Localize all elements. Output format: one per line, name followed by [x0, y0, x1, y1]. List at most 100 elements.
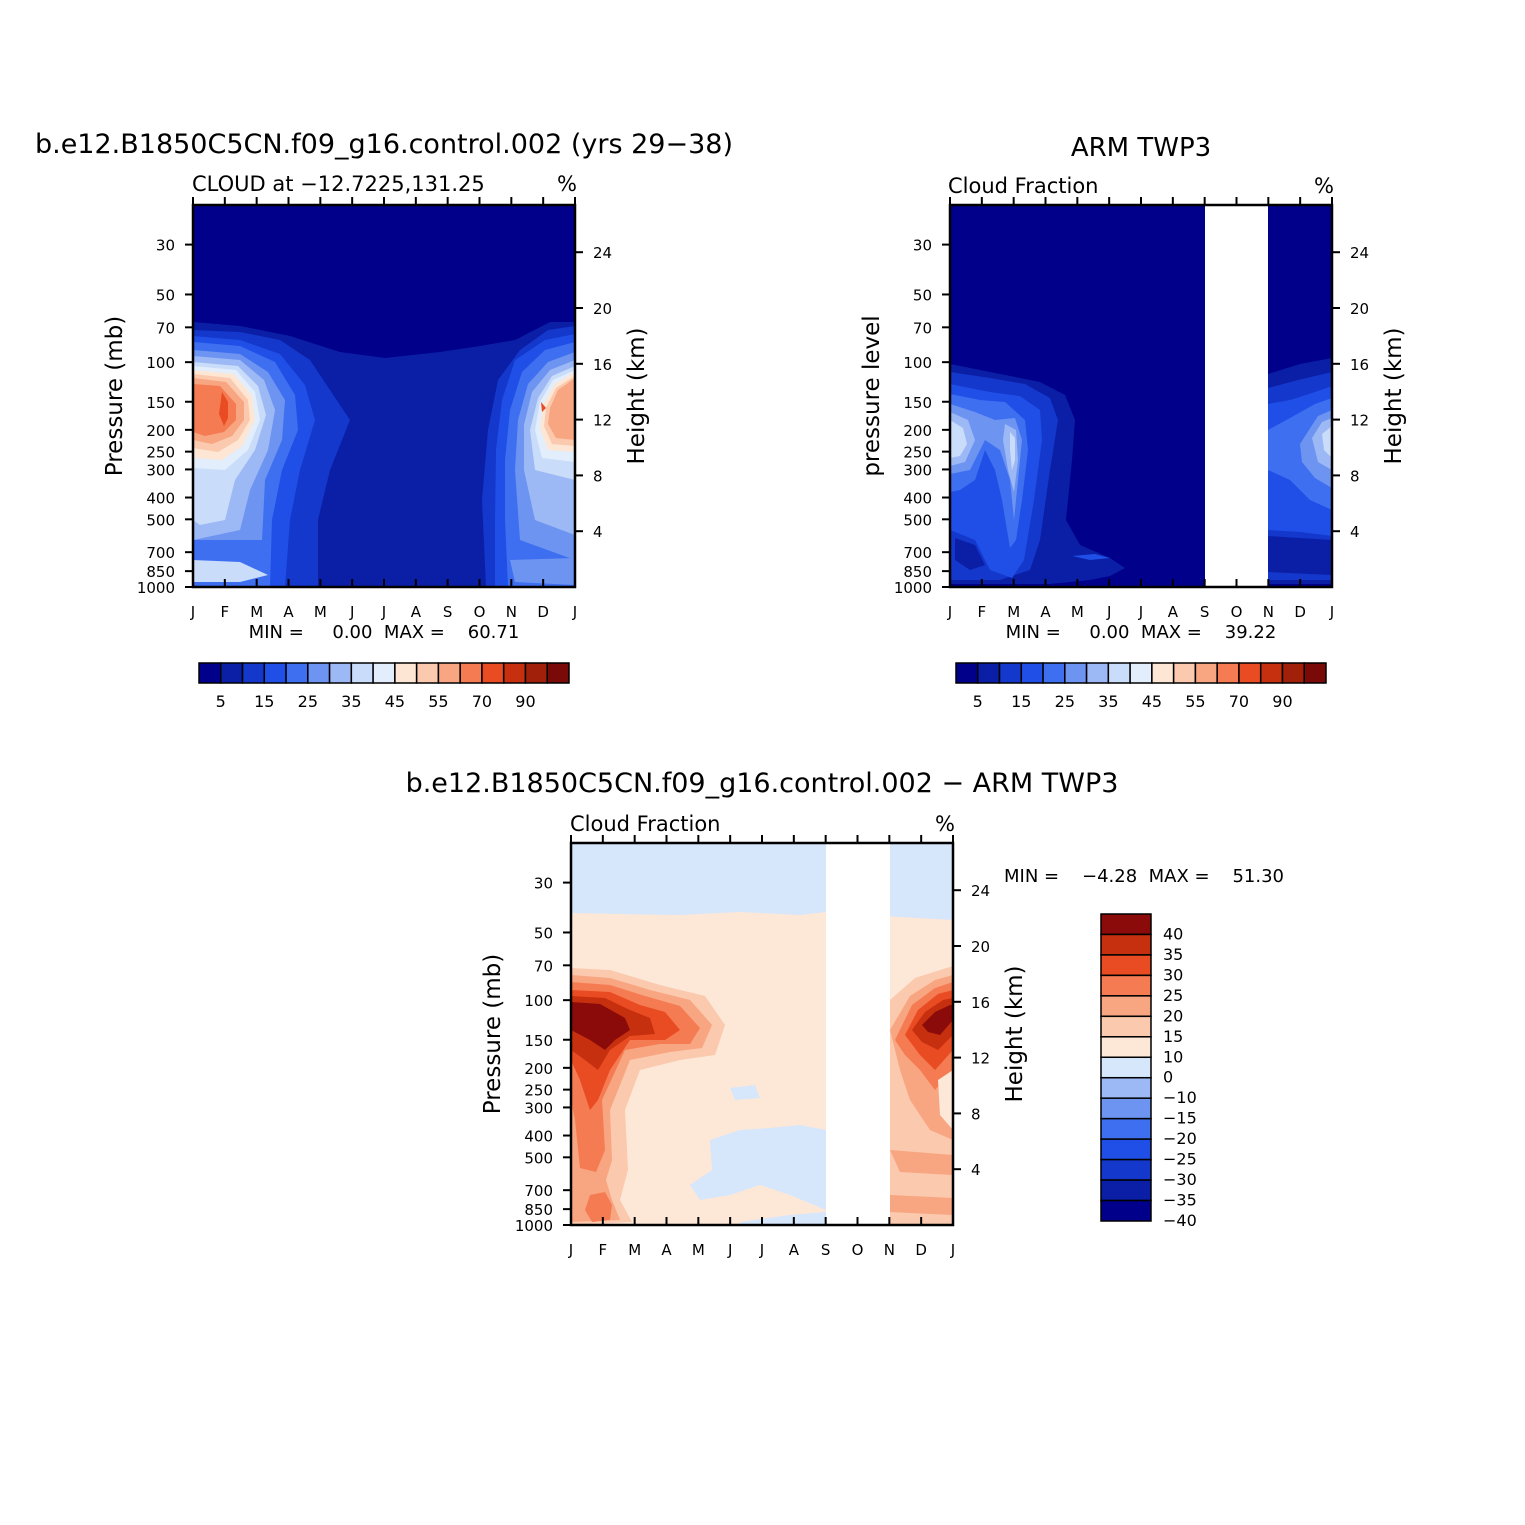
diff-low-hot: [585, 1192, 612, 1222]
colorbar-box: [1151, 662, 1175, 684]
colorbar-label: −35: [1163, 1191, 1197, 1210]
x-tick-label: D: [915, 1241, 927, 1259]
y-tick-label: 700: [524, 1182, 553, 1200]
height-tick-label: 24: [1350, 244, 1369, 262]
colorbar-box: [220, 662, 244, 684]
x-tick-label: J: [568, 1241, 573, 1259]
diff-small-negative: [730, 1085, 760, 1100]
x-tick-label: M: [1007, 603, 1020, 621]
x-tick-label: J: [190, 603, 195, 621]
height-tick-label: 20: [1350, 300, 1369, 318]
x-tick-label: D: [537, 603, 549, 621]
height-tick-label: 8: [593, 467, 603, 485]
colorbar-box: [1129, 662, 1153, 684]
y-tick-label: 300: [146, 461, 175, 479]
colorbar-box: [524, 662, 548, 684]
y-tick-label: 200: [903, 422, 932, 440]
colorbar-box: [394, 662, 418, 684]
panel-diff-stats: MIN = −4.28 MAX = 51.30: [1004, 866, 1284, 887]
y-tick-label: 50: [913, 286, 932, 304]
panel-model-units: %: [557, 172, 577, 196]
model-contour-55b: [548, 378, 575, 440]
colorbar-label: 10: [1163, 1047, 1183, 1066]
colorbar-label: 45: [1142, 692, 1162, 711]
colorbar-obs: 5 15 25 35 45 55 70 90: [955, 662, 1327, 711]
colorbar-box: [1238, 662, 1262, 684]
height-tick-label: 20: [971, 938, 990, 956]
x-tick-label: J: [381, 603, 386, 621]
y-tick-label: 250: [146, 444, 175, 462]
colorbar-box: [1100, 1036, 1152, 1059]
colorbar-box: [481, 662, 505, 684]
y-tick-label: 500: [524, 1149, 553, 1167]
colorbar-label: 90: [515, 692, 535, 711]
y-tick-label: 400: [146, 490, 175, 508]
panel-model-ylabel-left: Pressure (mb): [102, 316, 128, 476]
x-tick-label: M: [250, 603, 263, 621]
x-tick-label: J: [349, 603, 354, 621]
y-tick-label: 30: [534, 875, 553, 893]
colorbar-box: [437, 662, 461, 684]
x-tick-label: S: [1200, 603, 1210, 621]
x-tick-label: M: [692, 1241, 705, 1259]
colorbar-label: 35: [341, 692, 361, 711]
x-tick-label: S: [821, 1241, 831, 1259]
panel-model-ylabel-right: Height (km): [624, 327, 650, 464]
colorbar-model: 5 15 25 35 45 55 70 90: [198, 662, 570, 711]
y-tick-label: 700: [903, 544, 932, 562]
y-tick-label: 850: [524, 1201, 553, 1219]
panel-model-subtitle: CLOUD at −12.7225,131.25: [192, 172, 485, 196]
x-tick-label: A: [411, 603, 422, 621]
colorbar-box: [328, 662, 353, 684]
colorbar-box: [1100, 995, 1152, 1018]
x-tick-label: J: [1106, 603, 1111, 621]
colorbar-label: 5: [216, 692, 226, 711]
y-tick-label: 400: [903, 490, 932, 508]
colorbar-box: [415, 662, 440, 684]
x-tick-label: J: [947, 603, 952, 621]
colorbar-box: [241, 662, 266, 684]
y-tick-label: 100: [524, 992, 553, 1010]
x-tick-label: O: [1231, 603, 1243, 621]
height-tick-label: 12: [971, 1050, 990, 1068]
colorbar-label: 35: [1098, 692, 1118, 711]
diff-nd-40: [922, 1005, 953, 1035]
colorbar-box: [1100, 913, 1152, 936]
diff-missing-band: [826, 843, 890, 1225]
panel-obs-field: [950, 205, 1332, 587]
panel-diff-subtitle: Cloud Fraction: [570, 812, 721, 836]
colorbar-box: [1303, 662, 1327, 684]
colorbar-box: [307, 662, 331, 684]
colorbar-label: −10: [1163, 1088, 1197, 1107]
height-tick-label: 8: [1350, 467, 1360, 485]
colorbar-label: 15: [1011, 692, 1031, 711]
colorbar-box: [546, 662, 570, 684]
y-tick-label: 1000: [137, 579, 175, 597]
colorbar-box: [1085, 662, 1110, 684]
x-tick-label: S: [443, 603, 453, 621]
colorbar-box: [1259, 662, 1284, 684]
x-tick-label: J: [1138, 603, 1143, 621]
colorbar-box: [1042, 662, 1066, 684]
obs-contour-35: [950, 420, 967, 458]
x-tick-label: A: [283, 603, 294, 621]
y-tick-label: 300: [524, 1099, 553, 1117]
diff-contour-40: [571, 1002, 630, 1050]
x-tick-label: M: [628, 1241, 641, 1259]
panel-diff-units: %: [935, 812, 955, 836]
model-contour-70: [219, 392, 228, 426]
x-tick-label: F: [221, 603, 230, 621]
y-tick-label: 100: [146, 354, 175, 372]
y-tick-label: 200: [524, 1060, 553, 1078]
colorbar-box: [1020, 662, 1044, 684]
colorbar-label: 40: [1163, 924, 1183, 943]
x-tick-label: O: [852, 1241, 864, 1259]
x-tick-label: M: [314, 603, 327, 621]
diff-nd-low-cold: [938, 1070, 953, 1130]
colorbar-label: 15: [1163, 1027, 1183, 1046]
y-tick-label: 30: [913, 237, 932, 255]
panel-diff-field: [571, 843, 953, 1225]
panel-obs-subtitle: Cloud Fraction: [948, 174, 1099, 198]
colorbar-label: 15: [254, 692, 274, 711]
